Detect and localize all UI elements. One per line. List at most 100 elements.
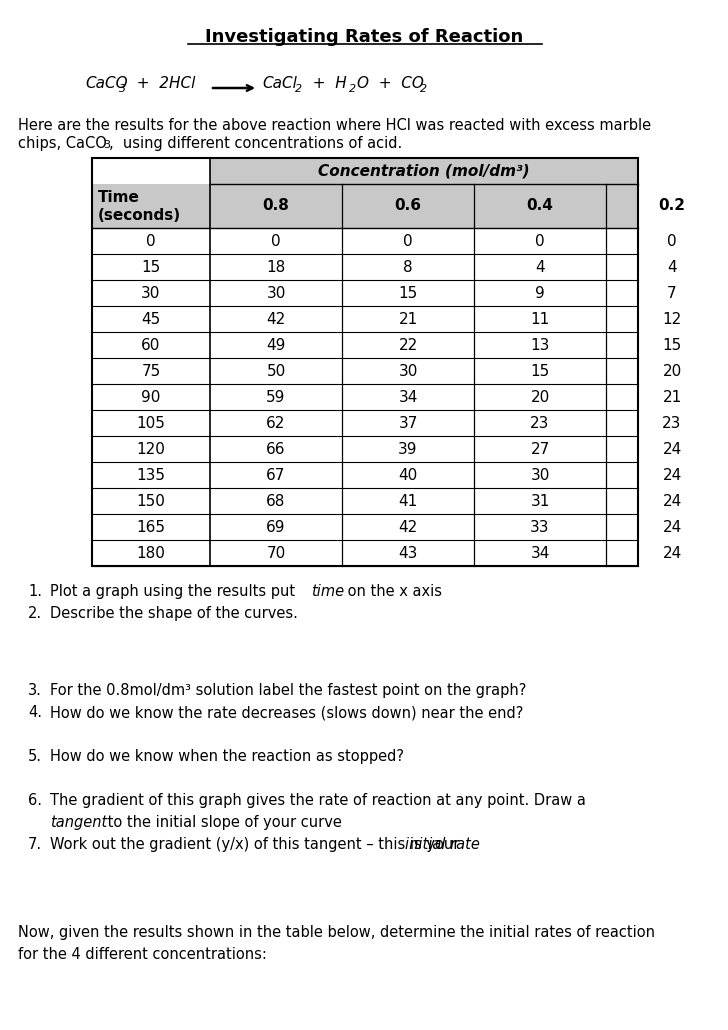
Text: initial rate: initial rate [405,837,480,852]
Text: 30: 30 [266,285,285,301]
Text: 24: 24 [662,546,681,560]
Text: 59: 59 [266,389,285,405]
Text: Plot a graph using the results put: Plot a graph using the results put [50,584,300,599]
Text: 30: 30 [530,468,550,482]
Text: tangent: tangent [50,815,107,830]
Text: 0: 0 [403,234,413,248]
Text: 2: 2 [420,84,427,94]
Text: 15: 15 [141,260,161,275]
Text: 0: 0 [535,234,545,248]
Text: 22: 22 [398,338,418,352]
Text: chips, CaCO: chips, CaCO [18,136,107,151]
Text: 20: 20 [662,364,681,378]
Text: How do we know when the reaction as stopped?: How do we know when the reaction as stop… [50,749,404,764]
Text: 62: 62 [266,415,285,431]
Text: to the initial slope of your curve: to the initial slope of your curve [103,815,342,830]
Bar [92,158,638,566]
Text: 15: 15 [398,285,418,301]
Text: 135: 135 [137,468,165,482]
Text: 0: 0 [272,234,281,248]
Text: 0: 0 [667,234,677,248]
Text: for the 4 different concentrations:: for the 4 different concentrations: [18,947,267,962]
Text: CaCl: CaCl [262,76,297,91]
Text: time: time [311,584,344,599]
Text: 0.8: 0.8 [263,199,290,213]
Bar [210,158,638,184]
Text: 4.: 4. [28,705,42,720]
Text: O  +  CO: O + CO [357,76,424,91]
Text: 4: 4 [667,260,677,275]
Text: Here are the results for the above reaction where HCl was reacted with excess ma: Here are the results for the above react… [18,118,651,133]
Text: 20: 20 [531,389,550,405]
Text: 41: 41 [398,493,418,509]
Text: 4: 4 [535,260,545,275]
Text: 34: 34 [398,389,418,405]
Text: 5.: 5. [28,749,42,764]
Text: 34: 34 [530,546,550,560]
Text: 43: 43 [398,546,418,560]
Text: Now, given the results shown in the table below, determine the initial rates of : Now, given the results shown in the tabl… [18,925,655,940]
Text: 30: 30 [141,285,161,301]
Text: 2.: 2. [28,606,42,621]
Text: Describe the shape of the curves.: Describe the shape of the curves. [50,606,298,621]
Text: 24: 24 [662,493,681,509]
Text: (seconds): (seconds) [98,207,181,222]
Text: 15: 15 [531,364,550,378]
Text: 0: 0 [146,234,156,248]
Text: 11: 11 [531,311,550,327]
Text: 90: 90 [141,389,161,405]
Text: 0.6: 0.6 [395,199,422,213]
Text: 24: 24 [662,519,681,535]
Text: 12: 12 [662,311,681,327]
Text: 40: 40 [398,468,418,482]
Text: 2: 2 [349,84,356,94]
Text: on the x axis: on the x axis [343,584,442,599]
Text: For the 0.8mol/dm³ solution label the fastest point on the graph?: For the 0.8mol/dm³ solution label the fa… [50,683,526,698]
Text: 105: 105 [137,415,165,431]
Text: 24: 24 [662,442,681,456]
Bar [92,184,638,228]
Text: 50: 50 [266,364,285,378]
Text: 42: 42 [266,311,285,327]
Text: 67: 67 [266,468,285,482]
Text: +  2HCl: + 2HCl [127,76,195,91]
Text: 42: 42 [398,519,418,535]
Text: Concentration (mol/dm³): Concentration (mol/dm³) [318,164,530,178]
Text: 3: 3 [103,140,110,150]
Text: 18: 18 [266,260,285,275]
Text: 33: 33 [530,519,550,535]
Text: 2: 2 [295,84,302,94]
Text: +  H: + H [303,76,347,91]
Text: 1.: 1. [28,584,42,599]
Text: 120: 120 [137,442,165,456]
Text: 7.: 7. [28,837,42,852]
Text: Time: Time [98,190,140,205]
Text: The gradient of this graph gives the rate of reaction at any point. Draw a: The gradient of this graph gives the rat… [50,793,586,808]
Text: 23: 23 [662,415,681,431]
Text: 13: 13 [530,338,550,352]
Text: 0.2: 0.2 [659,199,686,213]
Text: 24: 24 [662,468,681,482]
Text: 60: 60 [141,338,161,352]
Text: 7: 7 [667,285,677,301]
Text: 180: 180 [137,546,165,560]
Text: 150: 150 [137,493,165,509]
Text: 70: 70 [266,546,285,560]
Text: 8: 8 [403,260,413,275]
Text: 3.: 3. [28,683,42,698]
Text: 66: 66 [266,442,286,456]
Text: 68: 68 [266,493,285,509]
Text: 27: 27 [531,442,550,456]
Text: 75: 75 [141,364,161,378]
Text: Work out the gradient (y/x) of this tangent – this is your: Work out the gradient (y/x) of this tang… [50,837,464,852]
Text: 31: 31 [530,493,550,509]
Text: 37: 37 [398,415,418,431]
Text: 6.: 6. [28,793,42,808]
Text: How do we know the rate decreases (slows down) near the end?: How do we know the rate decreases (slows… [50,705,523,720]
Text: Investigating Rates of Reaction: Investigating Rates of Reaction [205,28,523,46]
Text: 21: 21 [398,311,418,327]
Text: ,  using different concentrations of acid.: , using different concentrations of acid… [109,136,403,151]
Text: 21: 21 [662,389,681,405]
Text: 39: 39 [398,442,418,456]
Text: 30: 30 [398,364,418,378]
